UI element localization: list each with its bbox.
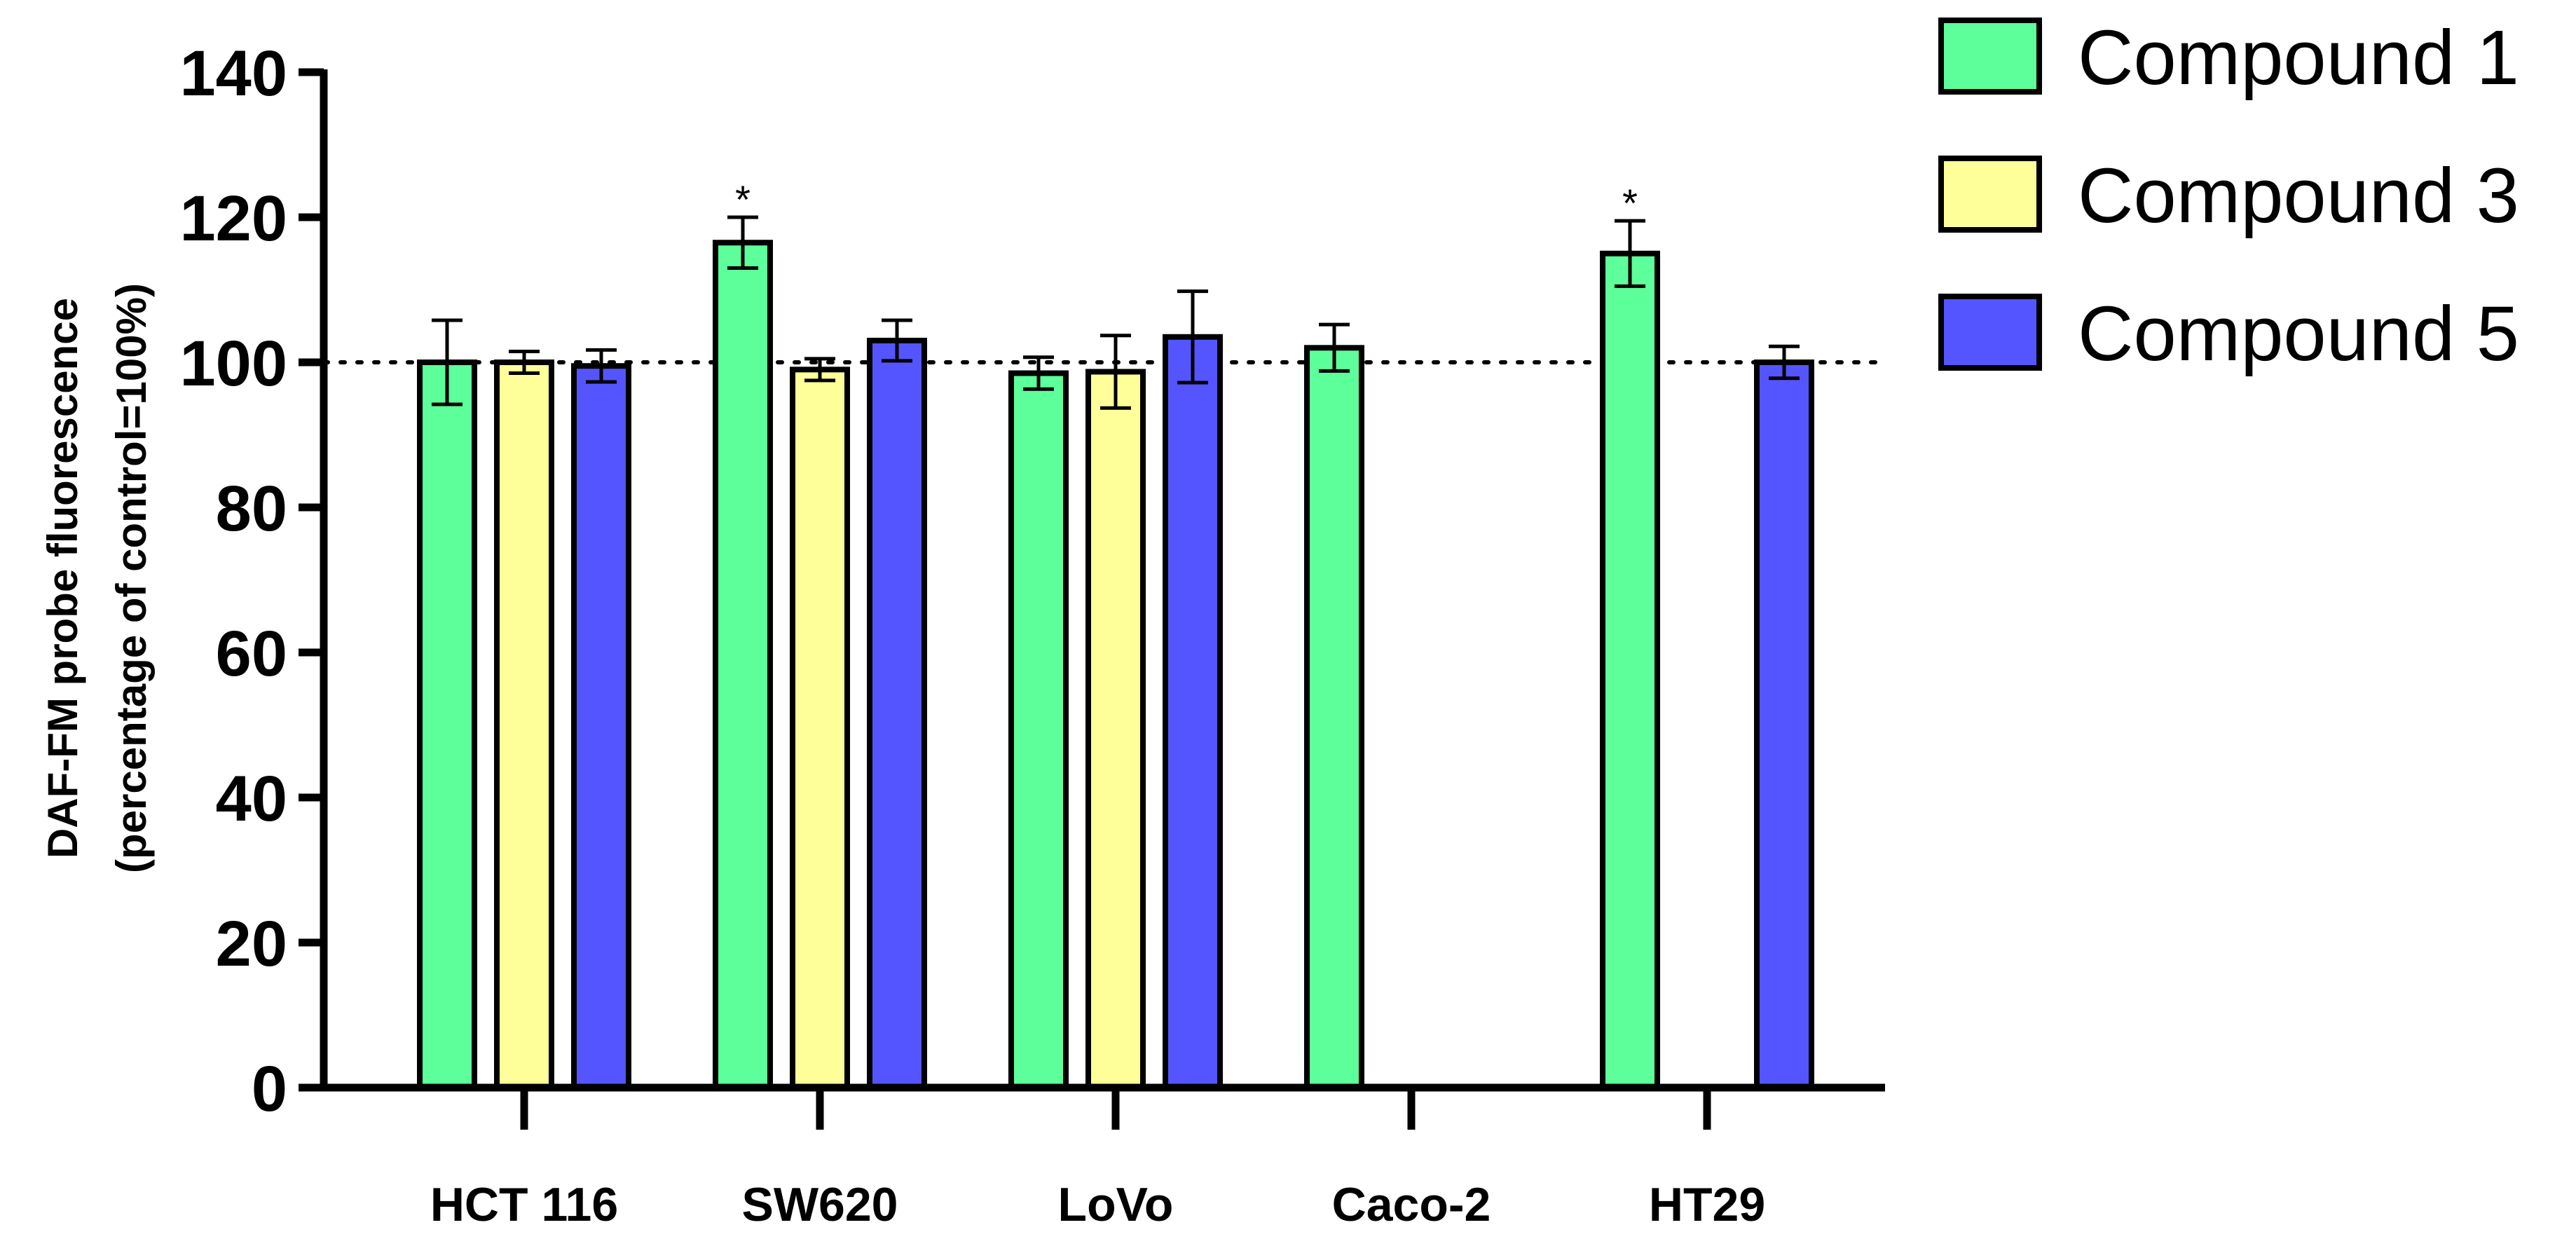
y-tick-label-7: 140 bbox=[180, 38, 288, 109]
bar-0-2 bbox=[1008, 370, 1069, 1090]
x-tick-label-4: HT29 bbox=[1649, 1178, 1765, 1231]
legend: Compound 1 Compound 3 Compound 5 bbox=[1938, 15, 2519, 377]
bar-2-0 bbox=[571, 363, 631, 1090]
y-tick-label-0: 0 bbox=[252, 1053, 287, 1125]
axes-group: 0 20 40 60 80 100 120 140 HCT 116 SW620 LoVo Caco-2… bbox=[180, 38, 1885, 1231]
legend-swatch-2 bbox=[1938, 294, 2042, 371]
bar-0-0 bbox=[417, 360, 477, 1090]
x-tick-label-0: HCT 116 bbox=[430, 1178, 618, 1231]
bar-1-0 bbox=[494, 360, 554, 1090]
significance-marker-0-4: * bbox=[1622, 181, 1638, 225]
y-tick-label-1: 20 bbox=[216, 908, 287, 980]
x-tick-label-2: LoVo bbox=[1058, 1178, 1174, 1231]
y-axis-label-line-2: (percentage of control=100%) bbox=[108, 283, 155, 873]
legend-label-2: Compound 5 bbox=[2078, 291, 2519, 377]
bar-2-4 bbox=[1754, 360, 1814, 1090]
significance-marker-0-1: * bbox=[735, 177, 751, 221]
y-tick-label-6: 120 bbox=[180, 183, 288, 254]
y-axis-label: DAF-FM probe fluorescence (percentage of… bbox=[39, 283, 155, 873]
y-tick-label-5: 100 bbox=[180, 328, 288, 399]
y-axis-label-line-1: DAF-FM probe fluorescence bbox=[39, 298, 86, 858]
bar-1-2 bbox=[1085, 369, 1146, 1090]
y-tick-label-3: 60 bbox=[216, 618, 287, 690]
bar-1-1 bbox=[790, 367, 850, 1090]
bars-group: * * bbox=[417, 177, 1814, 1091]
bar-2-1 bbox=[867, 337, 927, 1091]
x-tick-label-3: Caco-2 bbox=[1332, 1178, 1491, 1231]
y-tick-label-2: 40 bbox=[216, 763, 287, 835]
bar-0-3 bbox=[1304, 345, 1364, 1090]
bar-0-4 bbox=[1600, 250, 1660, 1090]
bar-0-1 bbox=[713, 240, 773, 1091]
legend-swatch-0 bbox=[1938, 18, 2042, 95]
bar-2-2 bbox=[1163, 334, 1223, 1090]
x-tick-label-1: SW620 bbox=[742, 1178, 898, 1231]
y-tick-label-4: 80 bbox=[216, 473, 287, 545]
legend-label-0: Compound 1 bbox=[2078, 15, 2519, 101]
legend-swatch-1 bbox=[1938, 156, 2042, 233]
legend-label-1: Compound 3 bbox=[2078, 153, 2519, 239]
